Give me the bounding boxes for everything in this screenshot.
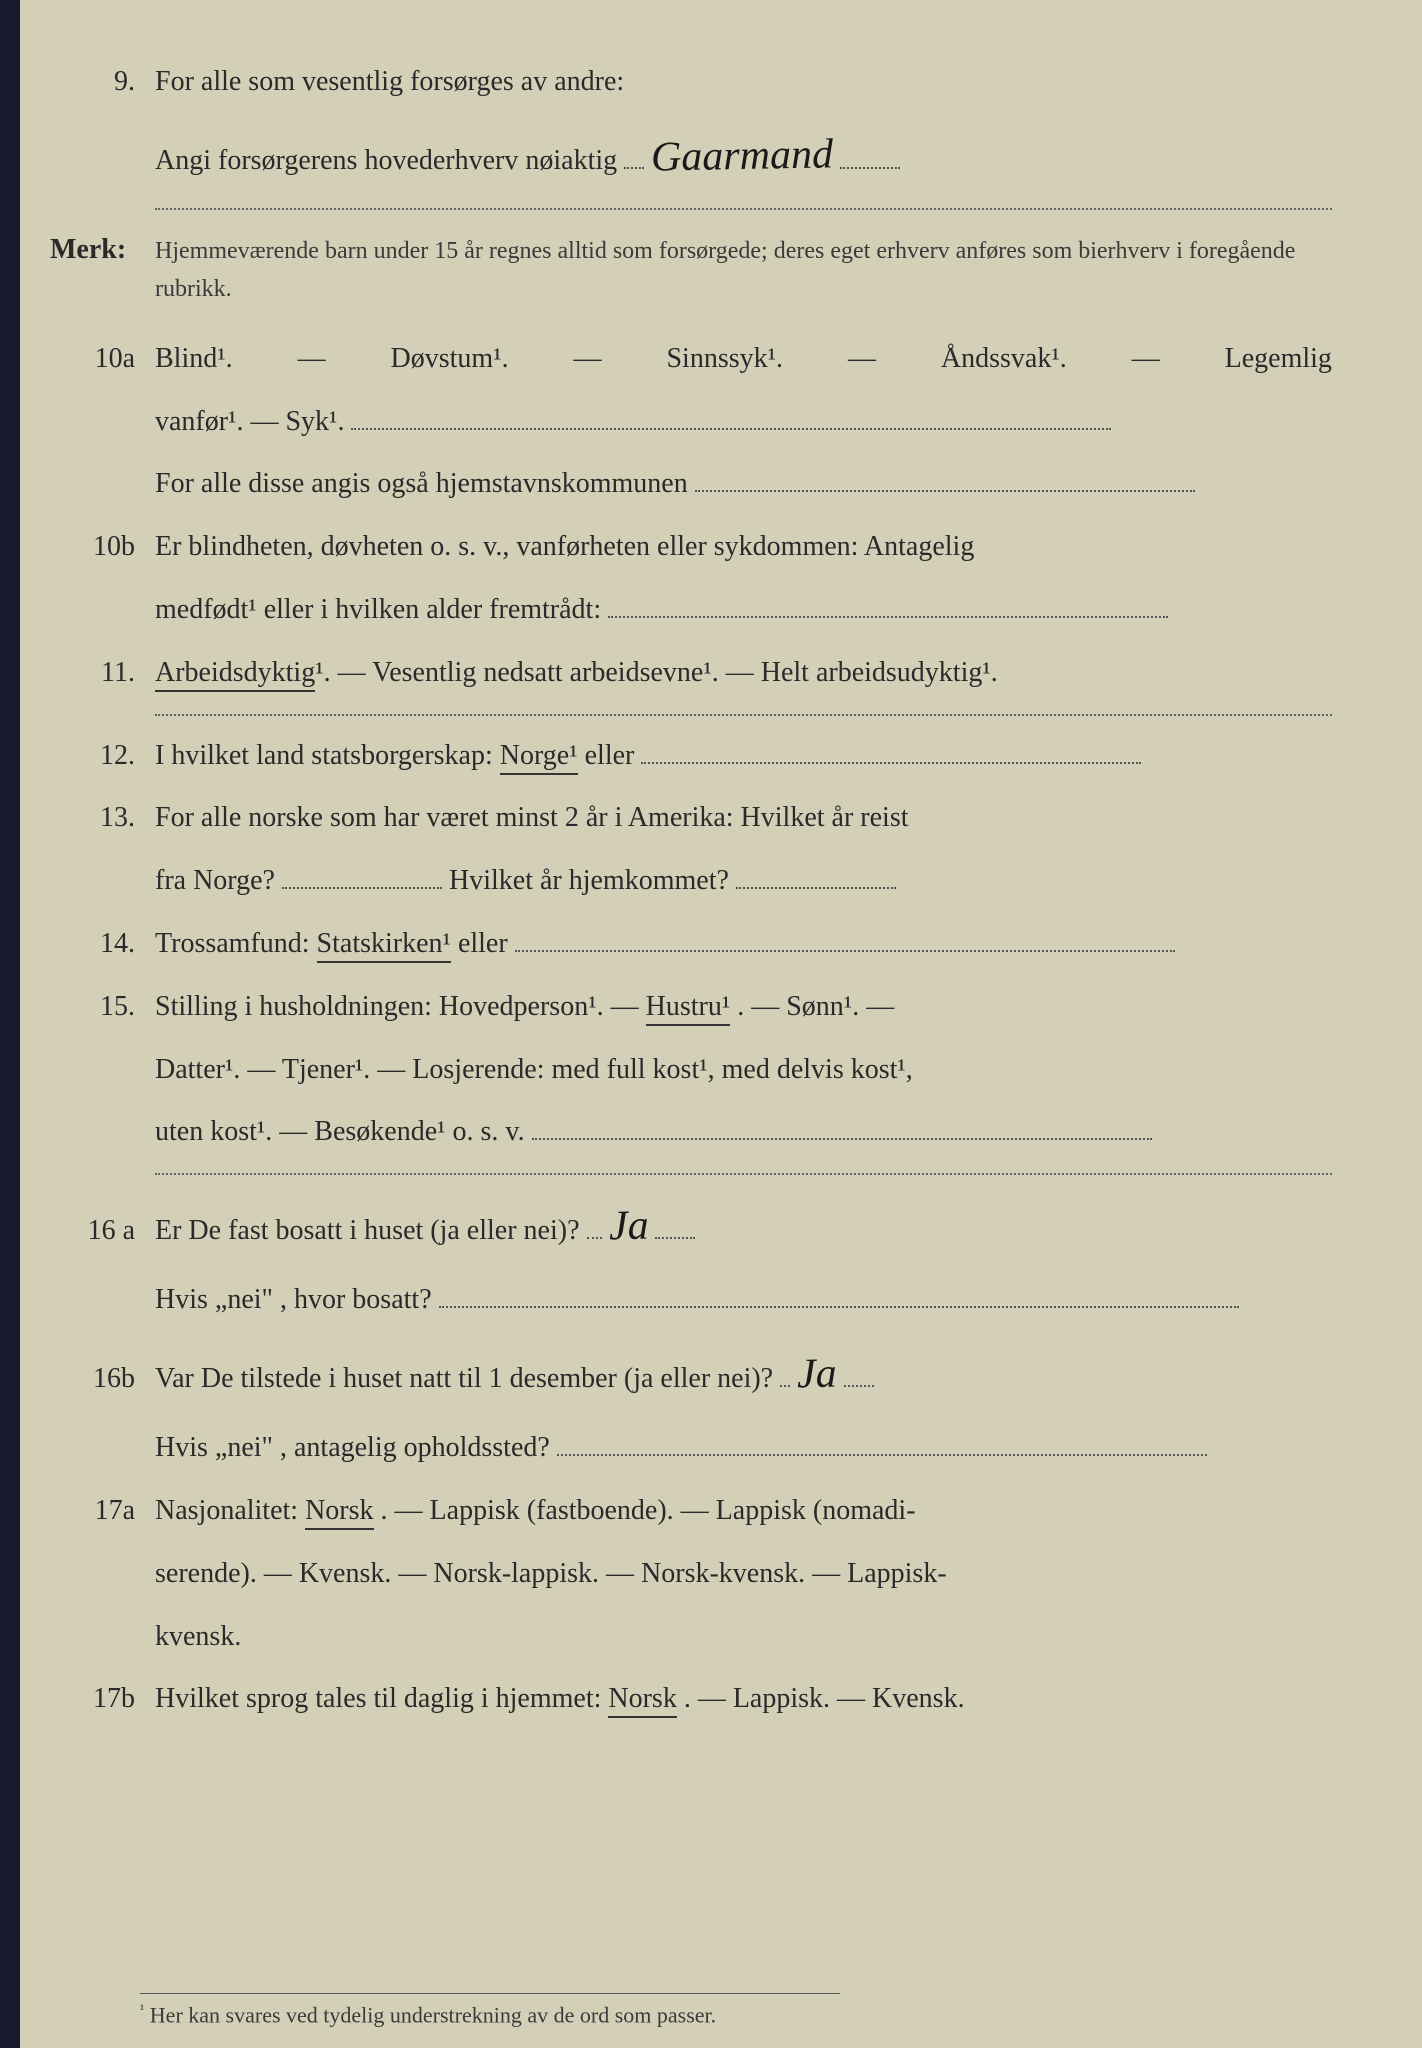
question-10b: 10b Er blindheten, døvheten o. s. v., va… bbox=[50, 525, 1332, 570]
q15-underlined: Hustru¹ bbox=[646, 991, 731, 1026]
q13-number: 13. bbox=[50, 796, 155, 841]
question-9-line2: Angi forsørgerens hovederhverv nøiaktig … bbox=[50, 123, 1332, 190]
q15-number: 15. bbox=[50, 985, 155, 1030]
question-17a-line2: serende). — Kvensk. — Norsk-lappisk. — N… bbox=[50, 1552, 1332, 1597]
q16a-number: 16 a bbox=[50, 1209, 155, 1254]
question-16b-line2: Hvis „nei" , antagelig opholdssted? bbox=[50, 1426, 1332, 1471]
q13-line1: For alle norske som har været minst 2 år… bbox=[155, 796, 1332, 841]
q12-number: 12. bbox=[50, 734, 155, 779]
question-10a-line3: For alle disse angis også hjemstavnskomm… bbox=[50, 462, 1332, 507]
question-12: 12. I hvilket land statsborgerskap: Norg… bbox=[50, 734, 1332, 779]
merk-label: Merk: bbox=[50, 228, 155, 273]
q16a-handwritten: Ja bbox=[608, 1193, 649, 1261]
footnote: ¹ Her kan svares ved tydelig understrekn… bbox=[140, 1993, 840, 2028]
q9-content: For alle som vesentlig forsørges av andr… bbox=[155, 60, 1332, 105]
question-13: 13. For alle norske som har været minst … bbox=[50, 796, 1332, 841]
question-15-line2: Datter¹. — Tjener¹. — Losjerende: med fu… bbox=[50, 1048, 1332, 1093]
question-15-line3: uten kost¹. — Besøkende¹ o. s. v. bbox=[50, 1110, 1332, 1155]
q9-line2-text: Angi forsørgerens hovederhverv nøiaktig bbox=[155, 145, 617, 176]
q9-number: 9. bbox=[50, 60, 155, 105]
census-form-page: 9. For alle som vesentlig forsørges av a… bbox=[0, 0, 1422, 2048]
q17b-underlined: Norsk bbox=[608, 1683, 676, 1718]
q10b-number: 10b bbox=[50, 525, 155, 570]
q16b-handwritten: Ja bbox=[797, 1341, 838, 1409]
question-13-line2: fra Norge? Hvilket år hjemkommet? bbox=[50, 859, 1332, 904]
question-15: 15. Stilling i husholdningen: Hovedperso… bbox=[50, 985, 1332, 1030]
question-9: 9. For alle som vesentlig forsørges av a… bbox=[50, 60, 1332, 105]
question-16a: 16 a Er De fast bosatt i huset (ja eller… bbox=[50, 1193, 1332, 1260]
q17b-number: 17b bbox=[50, 1677, 155, 1722]
q10b-line1: Er blindheten, døvheten o. s. v., vanfør… bbox=[155, 525, 1332, 570]
merk-text: Hjemmeværende barn under 15 år regnes al… bbox=[155, 232, 1332, 309]
question-10a: 10a Blind¹. — Døvstum¹. — Sinnssyk¹. — Å… bbox=[50, 337, 1332, 382]
question-10b-line2: medfødt¹ eller i hvilken alder fremtrådt… bbox=[50, 588, 1332, 633]
q9-line1: For alle som vesentlig forsørges av andr… bbox=[155, 66, 624, 97]
question-17b: 17b Hvilket sprog tales til daglig i hje… bbox=[50, 1677, 1332, 1722]
question-10a-line2: vanfør¹. — Syk¹. bbox=[50, 400, 1332, 445]
q9-handwritten: Gaarmand bbox=[651, 121, 834, 191]
question-14: 14. Trossamfund: Statskirken¹ eller bbox=[50, 922, 1332, 967]
divider bbox=[155, 208, 1332, 210]
q12-underlined: Norge¹ bbox=[500, 740, 578, 775]
q17a-number: 17a bbox=[50, 1489, 155, 1534]
merk-note: Merk: Hjemmeværende barn under 15 år reg… bbox=[50, 228, 1332, 309]
question-17a-line3: kvensk. bbox=[50, 1615, 1332, 1660]
q11-underlined: Arbeidsdyktig bbox=[155, 657, 315, 692]
divider-3 bbox=[155, 1173, 1332, 1175]
q14-number: 14. bbox=[50, 922, 155, 967]
q16b-number: 16b bbox=[50, 1357, 155, 1402]
question-16b: 16b Var De tilstede i huset natt til 1 d… bbox=[50, 1341, 1332, 1408]
question-16a-line2: Hvis „nei" , hvor bosatt? bbox=[50, 1278, 1332, 1323]
question-17a: 17a Nasjonalitet: Norsk . — Lappisk (fas… bbox=[50, 1489, 1332, 1534]
q11-number: 11. bbox=[50, 651, 155, 696]
question-11: 11. Arbeidsdyktig¹. — Vesentlig nedsatt … bbox=[50, 651, 1332, 696]
q14-underlined: Statskirken¹ bbox=[317, 928, 451, 963]
divider-2 bbox=[155, 714, 1332, 716]
q17a-underlined: Norsk bbox=[305, 1495, 373, 1530]
q10a-number: 10a bbox=[50, 337, 155, 382]
